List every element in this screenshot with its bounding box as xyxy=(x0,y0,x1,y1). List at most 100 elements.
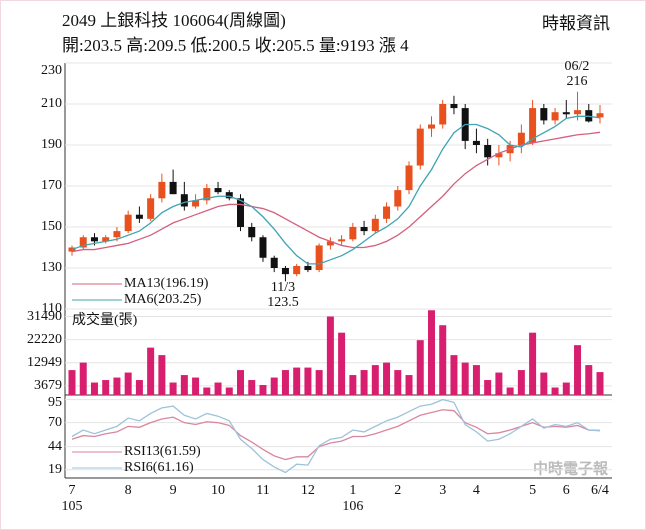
y-tick-label: 31490 xyxy=(27,309,62,324)
legend-label: MA6(203.25) xyxy=(124,292,202,307)
candle-body xyxy=(439,104,447,125)
candle-body xyxy=(326,241,334,246)
volume-bar xyxy=(270,377,278,395)
candle-body xyxy=(540,108,548,121)
y-tick-label: 150 xyxy=(41,219,62,234)
candle-body xyxy=(304,265,312,271)
volume-bar xyxy=(192,377,200,395)
volume-bar xyxy=(450,355,458,395)
y-tick-label: 170 xyxy=(41,178,62,193)
volume-bar xyxy=(68,370,76,395)
volume-bar xyxy=(237,370,245,395)
volume-bar xyxy=(517,370,525,395)
candle-body xyxy=(281,268,289,275)
y-tick-label: 130 xyxy=(41,260,62,275)
candle-body xyxy=(360,227,368,232)
volume-bar xyxy=(113,377,121,395)
x-tick-label: 2 xyxy=(394,483,401,498)
volume-bar xyxy=(371,365,379,395)
volume-bar xyxy=(158,355,166,395)
y-tick-label: 110 xyxy=(42,301,62,316)
line-series xyxy=(71,409,601,461)
candle-body xyxy=(315,245,323,271)
candle-body xyxy=(259,237,267,258)
volume-bar xyxy=(326,316,334,395)
candle-body xyxy=(551,112,559,121)
volume-bar xyxy=(315,370,323,395)
volume-bar xyxy=(484,380,492,395)
candle-body xyxy=(562,112,570,115)
y-tick-label: 210 xyxy=(41,96,62,111)
quote: 開:203.5 高:209.5 低:200.5 收:205.5 量:9193 漲… xyxy=(62,36,409,55)
y-tick-label: 44 xyxy=(48,439,62,454)
candle-body xyxy=(124,214,132,232)
volume-bar xyxy=(596,372,604,395)
candle-body xyxy=(169,181,177,195)
annotation-date: 06/2 xyxy=(565,59,590,74)
x-tick-label: 8 xyxy=(125,483,132,498)
panel-title: 成交量(張) xyxy=(72,311,138,328)
candle-body xyxy=(495,153,503,158)
volume-bar xyxy=(124,372,132,395)
volume-bar xyxy=(102,380,110,395)
candle-body xyxy=(113,231,121,238)
volume-bar xyxy=(90,382,98,395)
y-tick-label: 3679 xyxy=(34,378,62,393)
volume-bar xyxy=(551,387,559,395)
x-tick-label: 3 xyxy=(439,483,446,498)
candle-body xyxy=(394,190,402,207)
candle-body xyxy=(529,108,537,143)
candle-body xyxy=(225,192,233,199)
y-tick-label: 12949 xyxy=(27,355,62,370)
volume-bar xyxy=(259,385,267,395)
legend-label: RSI6(61.16) xyxy=(124,460,194,475)
line-series xyxy=(71,131,601,253)
volume-bar xyxy=(169,382,177,395)
volume-bar xyxy=(540,372,548,395)
candle-body xyxy=(383,206,391,219)
annotation-price: 123.5 xyxy=(267,295,299,310)
annotation-date: 11/3 xyxy=(271,280,295,295)
x-year-label: 106 xyxy=(342,499,363,514)
volume-bar xyxy=(225,387,233,395)
line-series xyxy=(71,115,601,265)
y-tick-label: 230 xyxy=(41,63,62,78)
volume-bar xyxy=(585,365,593,395)
candle-body xyxy=(293,265,301,275)
candle-body xyxy=(416,128,424,166)
volume-bar xyxy=(394,370,402,395)
volume-bar xyxy=(439,325,447,395)
volume-bar xyxy=(506,387,514,395)
x-tick-label: 7 xyxy=(69,483,76,498)
volume-bar xyxy=(360,370,368,395)
volume-bar xyxy=(529,332,537,395)
source: 時報資訊 xyxy=(542,14,610,33)
volume-bar xyxy=(293,367,301,395)
legend-label: MA13(196.19) xyxy=(124,276,209,291)
volume-bar xyxy=(203,387,211,395)
volume-bar xyxy=(427,310,435,395)
volume-bar xyxy=(405,375,413,395)
volume-bar xyxy=(248,380,256,395)
candle-body xyxy=(102,237,110,242)
candle-body xyxy=(427,124,435,129)
candle-body xyxy=(484,145,492,158)
candle-body xyxy=(135,214,143,219)
candle-body xyxy=(237,198,245,227)
volume-bar xyxy=(281,370,289,395)
volume-bar xyxy=(79,362,87,395)
volume-bar xyxy=(180,375,188,395)
candle-body xyxy=(517,132,525,145)
candle-body xyxy=(349,227,357,240)
volume-bar xyxy=(349,375,357,395)
volume-bar xyxy=(416,340,424,395)
volume-bar xyxy=(135,380,143,395)
candle-body xyxy=(203,188,211,201)
volume-bar xyxy=(461,362,469,395)
volume-bar xyxy=(383,362,391,395)
y-tick-label: 22220 xyxy=(27,332,62,347)
volume-bar xyxy=(562,382,570,395)
